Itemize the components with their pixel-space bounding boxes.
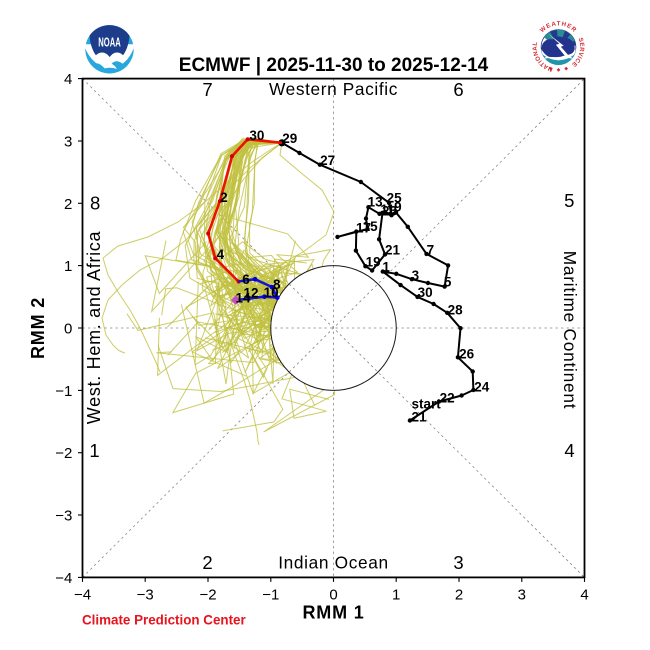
svg-text:28: 28 (448, 303, 464, 318)
svg-text:Maritime Continent: Maritime Continent (560, 251, 580, 410)
svg-text:−1: −1 (262, 587, 279, 604)
svg-text:27: 27 (320, 153, 335, 168)
svg-text:26: 26 (459, 346, 475, 361)
svg-text:3: 3 (412, 268, 420, 283)
svg-text:−4: −4 (74, 587, 91, 604)
svg-text:Indian Ocean: Indian Ocean (278, 553, 389, 573)
svg-text:2: 2 (202, 552, 212, 573)
svg-text:21: 21 (412, 410, 428, 425)
svg-text:Western Pacific: Western Pacific (269, 79, 398, 99)
svg-text:22: 22 (440, 391, 455, 406)
svg-text:12: 12 (243, 286, 258, 301)
svg-text:30: 30 (418, 285, 433, 300)
svg-text:0: 0 (329, 587, 337, 604)
svg-text:1: 1 (392, 587, 400, 604)
svg-text:7: 7 (202, 79, 212, 100)
svg-text:2: 2 (64, 196, 72, 213)
svg-text:15: 15 (363, 219, 379, 234)
svg-text:8: 8 (90, 193, 100, 214)
svg-text:9: 9 (394, 199, 402, 214)
svg-text:17: 17 (356, 220, 371, 235)
svg-text:NOAA: NOAA (98, 36, 121, 50)
svg-text:4: 4 (217, 247, 225, 262)
svg-text:4: 4 (564, 440, 574, 461)
svg-text:RMM 2: RMM 2 (28, 297, 48, 359)
svg-text:1: 1 (64, 258, 72, 275)
svg-text:3: 3 (453, 552, 463, 573)
svg-text:19: 19 (366, 254, 381, 269)
svg-text:5: 5 (564, 190, 574, 211)
svg-text:start: start (412, 397, 442, 412)
svg-text:13: 13 (368, 195, 384, 210)
svg-text:−2: −2 (55, 445, 72, 462)
svg-text:−4: −4 (55, 570, 72, 587)
svg-text:11: 11 (380, 202, 395, 217)
svg-text:21: 21 (385, 242, 401, 257)
svg-text:1: 1 (89, 440, 99, 461)
svg-text:29: 29 (282, 131, 297, 146)
svg-text:8: 8 (273, 277, 281, 292)
svg-text:1: 1 (382, 260, 390, 275)
svg-text:4: 4 (64, 71, 72, 88)
svg-text:0: 0 (64, 321, 72, 338)
svg-text:5: 5 (444, 275, 452, 290)
svg-text:25: 25 (387, 190, 403, 205)
svg-text:3: 3 (64, 134, 72, 151)
svg-text:RMM 1: RMM 1 (303, 602, 365, 622)
svg-text:3: 3 (518, 587, 526, 604)
svg-text:2: 2 (220, 190, 228, 205)
svg-text:14: 14 (235, 290, 251, 305)
svg-text:23: 23 (382, 204, 398, 219)
svg-text:−2: −2 (199, 587, 216, 604)
svg-text:24: 24 (474, 380, 490, 395)
svg-text:10: 10 (264, 285, 279, 300)
svg-text:6: 6 (453, 79, 463, 100)
svg-text:−3: −3 (55, 508, 72, 525)
svg-text:2: 2 (455, 587, 463, 604)
svg-text:West. Hem. and Africa: West. Hem. and Africa (84, 230, 104, 424)
svg-text:7: 7 (427, 242, 435, 257)
svg-text:ECMWF | 2025-11-30 to 2025-12-: ECMWF | 2025-11-30 to 2025-12-14 (179, 55, 489, 76)
svg-text:Climate Prediction Center: Climate Prediction Center (82, 613, 246, 628)
svg-text:30: 30 (249, 128, 264, 143)
svg-text:−3: −3 (137, 587, 154, 604)
svg-text:6: 6 (242, 272, 250, 287)
svg-text:4: 4 (580, 587, 588, 604)
svg-text:−1: −1 (55, 383, 72, 400)
